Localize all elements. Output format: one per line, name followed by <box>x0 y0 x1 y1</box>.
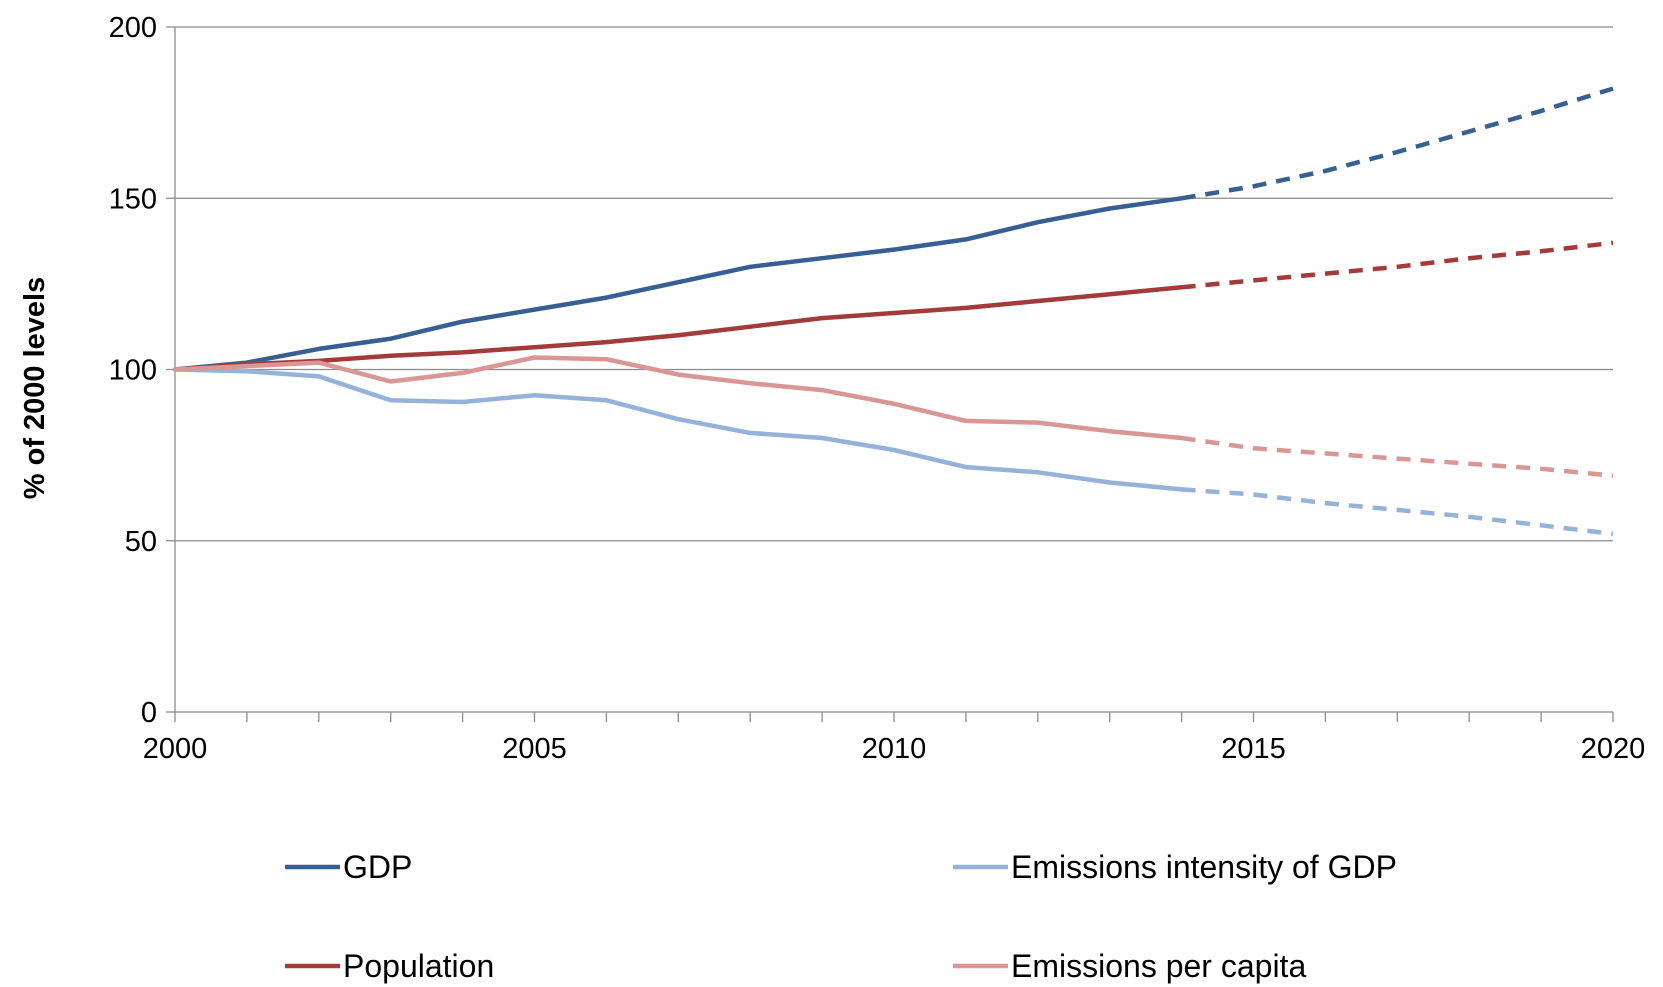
x-tick-label-2000: 2000 <box>143 733 208 765</box>
series-line-population-projection <box>1181 240 1614 290</box>
legend-label-gdp: GDP <box>343 849 412 885</box>
series-line-gdp-actual <box>172 196 1184 372</box>
legend-item-population: Population <box>285 948 494 984</box>
gridlines <box>175 26 1613 542</box>
x-tick-label-2010: 2010 <box>862 733 927 765</box>
axes: 0 50 100 150 200 2000 2005 2010 2015 2020 <box>109 12 1646 765</box>
y-tick-label-50: 50 <box>125 526 157 558</box>
series-line-emissions-intensity-of-gdp-projection <box>1181 487 1614 537</box>
y-tick-label-0: 0 <box>141 697 157 729</box>
x-tick-label-2015: 2015 <box>1221 733 1286 765</box>
series-lines <box>172 86 1614 537</box>
y-tick-label-100: 100 <box>109 355 157 387</box>
legend: GDP Emissions intensity of GDP Populatio… <box>285 849 1397 984</box>
series-line-gdp-projection <box>1181 86 1614 201</box>
series-line-population-actual <box>172 285 1184 372</box>
series-line-emissions-intensity-of-gdp-actual <box>172 367 1184 492</box>
y-tick-label-200: 200 <box>109 12 157 44</box>
legend-label-emissions-intensity: Emissions intensity of GDP <box>1011 849 1397 885</box>
legend-label-population: Population <box>343 948 494 984</box>
legend-item-emissions-per-capita: Emissions per capita <box>953 948 1306 984</box>
y-tick-label-150: 150 <box>109 183 157 215</box>
legend-item-emissions-intensity: Emissions intensity of GDP <box>953 849 1397 885</box>
series-line-emissions-per-capita-actual <box>172 355 1184 441</box>
x-tick-label-2020: 2020 <box>1581 733 1646 765</box>
series-line-emissions-per-capita-projection <box>1181 435 1614 478</box>
legend-label-emissions-per-capita: Emissions per capita <box>1011 948 1306 984</box>
legend-item-gdp: GDP <box>285 849 412 885</box>
y-axis-title: % of 2000 levels <box>19 277 51 499</box>
x-tick-label-2005: 2005 <box>502 733 567 765</box>
